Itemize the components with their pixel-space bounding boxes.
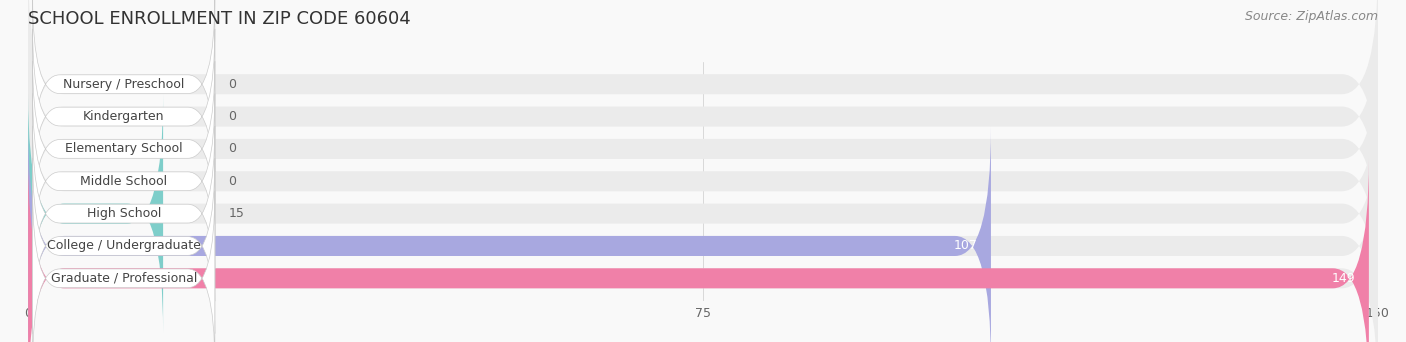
Text: 0: 0 — [228, 78, 236, 91]
FancyBboxPatch shape — [32, 190, 215, 342]
Text: 0: 0 — [228, 175, 236, 188]
Text: Middle School: Middle School — [80, 175, 167, 188]
FancyBboxPatch shape — [32, 126, 215, 301]
FancyBboxPatch shape — [32, 0, 215, 172]
Text: Elementary School: Elementary School — [65, 142, 183, 155]
FancyBboxPatch shape — [32, 29, 215, 204]
FancyBboxPatch shape — [32, 158, 215, 334]
FancyBboxPatch shape — [28, 29, 1378, 268]
FancyBboxPatch shape — [28, 127, 1378, 342]
Text: 107: 107 — [953, 239, 977, 252]
FancyBboxPatch shape — [28, 94, 163, 333]
FancyBboxPatch shape — [28, 62, 1378, 301]
Text: Source: ZipAtlas.com: Source: ZipAtlas.com — [1244, 10, 1378, 23]
FancyBboxPatch shape — [32, 94, 215, 269]
FancyBboxPatch shape — [28, 159, 1378, 342]
FancyBboxPatch shape — [28, 94, 1378, 333]
FancyBboxPatch shape — [28, 0, 1378, 236]
Text: 0: 0 — [228, 142, 236, 155]
Text: Graduate / Professional: Graduate / Professional — [51, 272, 197, 285]
Text: College / Undergraduate: College / Undergraduate — [46, 239, 201, 252]
Text: Nursery / Preschool: Nursery / Preschool — [63, 78, 184, 91]
Text: High School: High School — [87, 207, 160, 220]
FancyBboxPatch shape — [28, 127, 991, 342]
FancyBboxPatch shape — [28, 0, 1378, 203]
Text: SCHOOL ENROLLMENT IN ZIP CODE 60604: SCHOOL ENROLLMENT IN ZIP CODE 60604 — [28, 10, 411, 28]
FancyBboxPatch shape — [32, 61, 215, 237]
Text: 149: 149 — [1331, 272, 1355, 285]
FancyBboxPatch shape — [28, 159, 1369, 342]
Text: Kindergarten: Kindergarten — [83, 110, 165, 123]
Text: 0: 0 — [228, 110, 236, 123]
Text: 15: 15 — [228, 207, 245, 220]
